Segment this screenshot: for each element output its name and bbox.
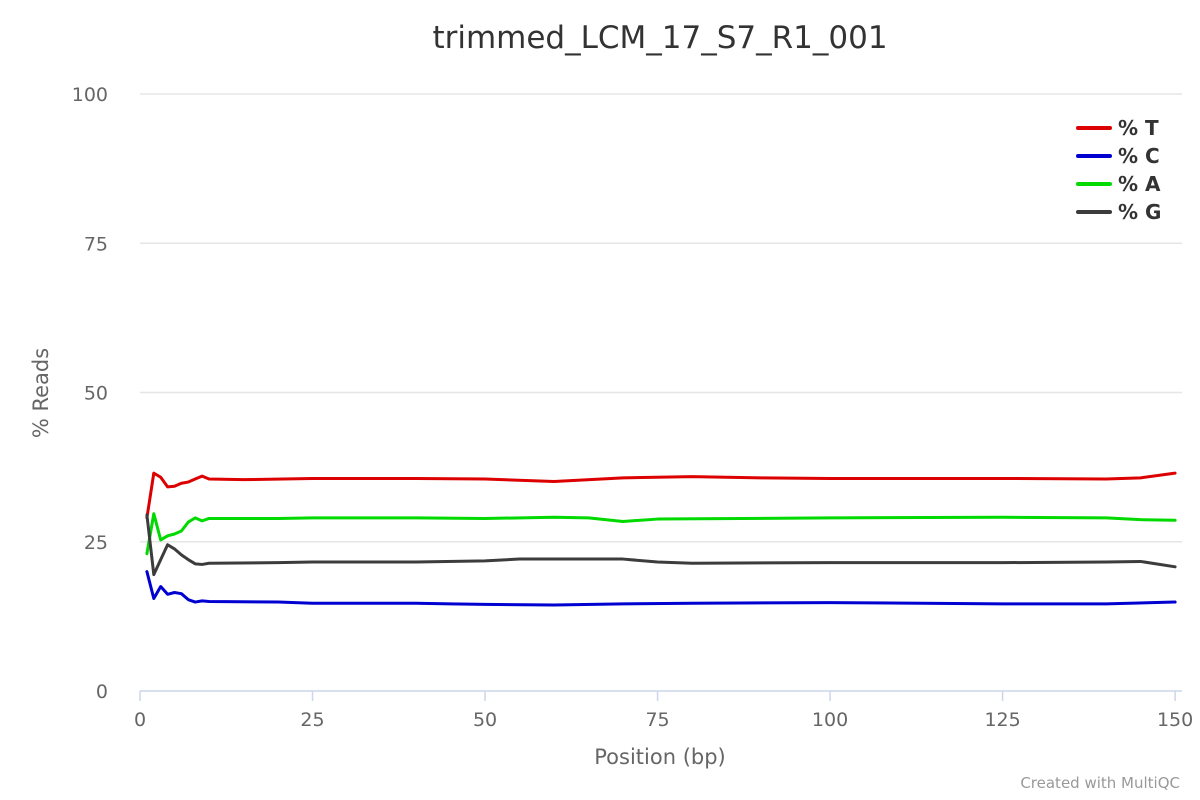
legend-label: % A [1118, 172, 1161, 196]
y-tick-label: 100 [72, 84, 108, 106]
legend-item-c[interactable]: % C [1076, 144, 1160, 168]
series-line-c[interactable] [145, 570, 1177, 607]
series-lines [145, 471, 1177, 607]
grid-lines [140, 93, 1182, 543]
legend[interactable]: % T % C % A % G [1076, 116, 1161, 224]
x-tick-label: 25 [300, 709, 324, 731]
y-tick-label: 25 [84, 532, 108, 554]
y-tick-label: 75 [84, 233, 108, 255]
legend-item-g[interactable]: % G [1076, 200, 1161, 224]
x-tick-label: 125 [984, 709, 1020, 731]
x-tick-label: 100 [812, 709, 848, 731]
y-tick-label: 0 [96, 681, 108, 703]
chart-title: trimmed_LCM_17_S7_R1_001 [432, 20, 887, 56]
credit-link[interactable]: Created with MultiQC [1020, 774, 1180, 792]
legend-item-t[interactable]: % T [1076, 116, 1159, 140]
x-tick-label: 75 [645, 709, 669, 731]
legend-item-a[interactable]: % A [1076, 172, 1161, 196]
y-axis-title: % Reads [29, 348, 53, 438]
axes: 0 25 50 75 100 0 25 50 75 100 125 150 [72, 84, 1193, 731]
series-line-t[interactable] [145, 471, 1177, 520]
legend-label: % T [1118, 116, 1159, 140]
x-tick-label: 0 [134, 709, 146, 731]
x-tick-label: 150 [1157, 709, 1193, 731]
legend-label: % C [1118, 144, 1160, 168]
legend-label: % G [1118, 200, 1161, 224]
series-line-g[interactable] [145, 513, 1177, 577]
x-tick-label: 50 [473, 709, 497, 731]
x-axis-title: Position (bp) [594, 745, 726, 769]
series-line-a[interactable] [145, 512, 1177, 556]
y-tick-label: 50 [84, 383, 108, 405]
